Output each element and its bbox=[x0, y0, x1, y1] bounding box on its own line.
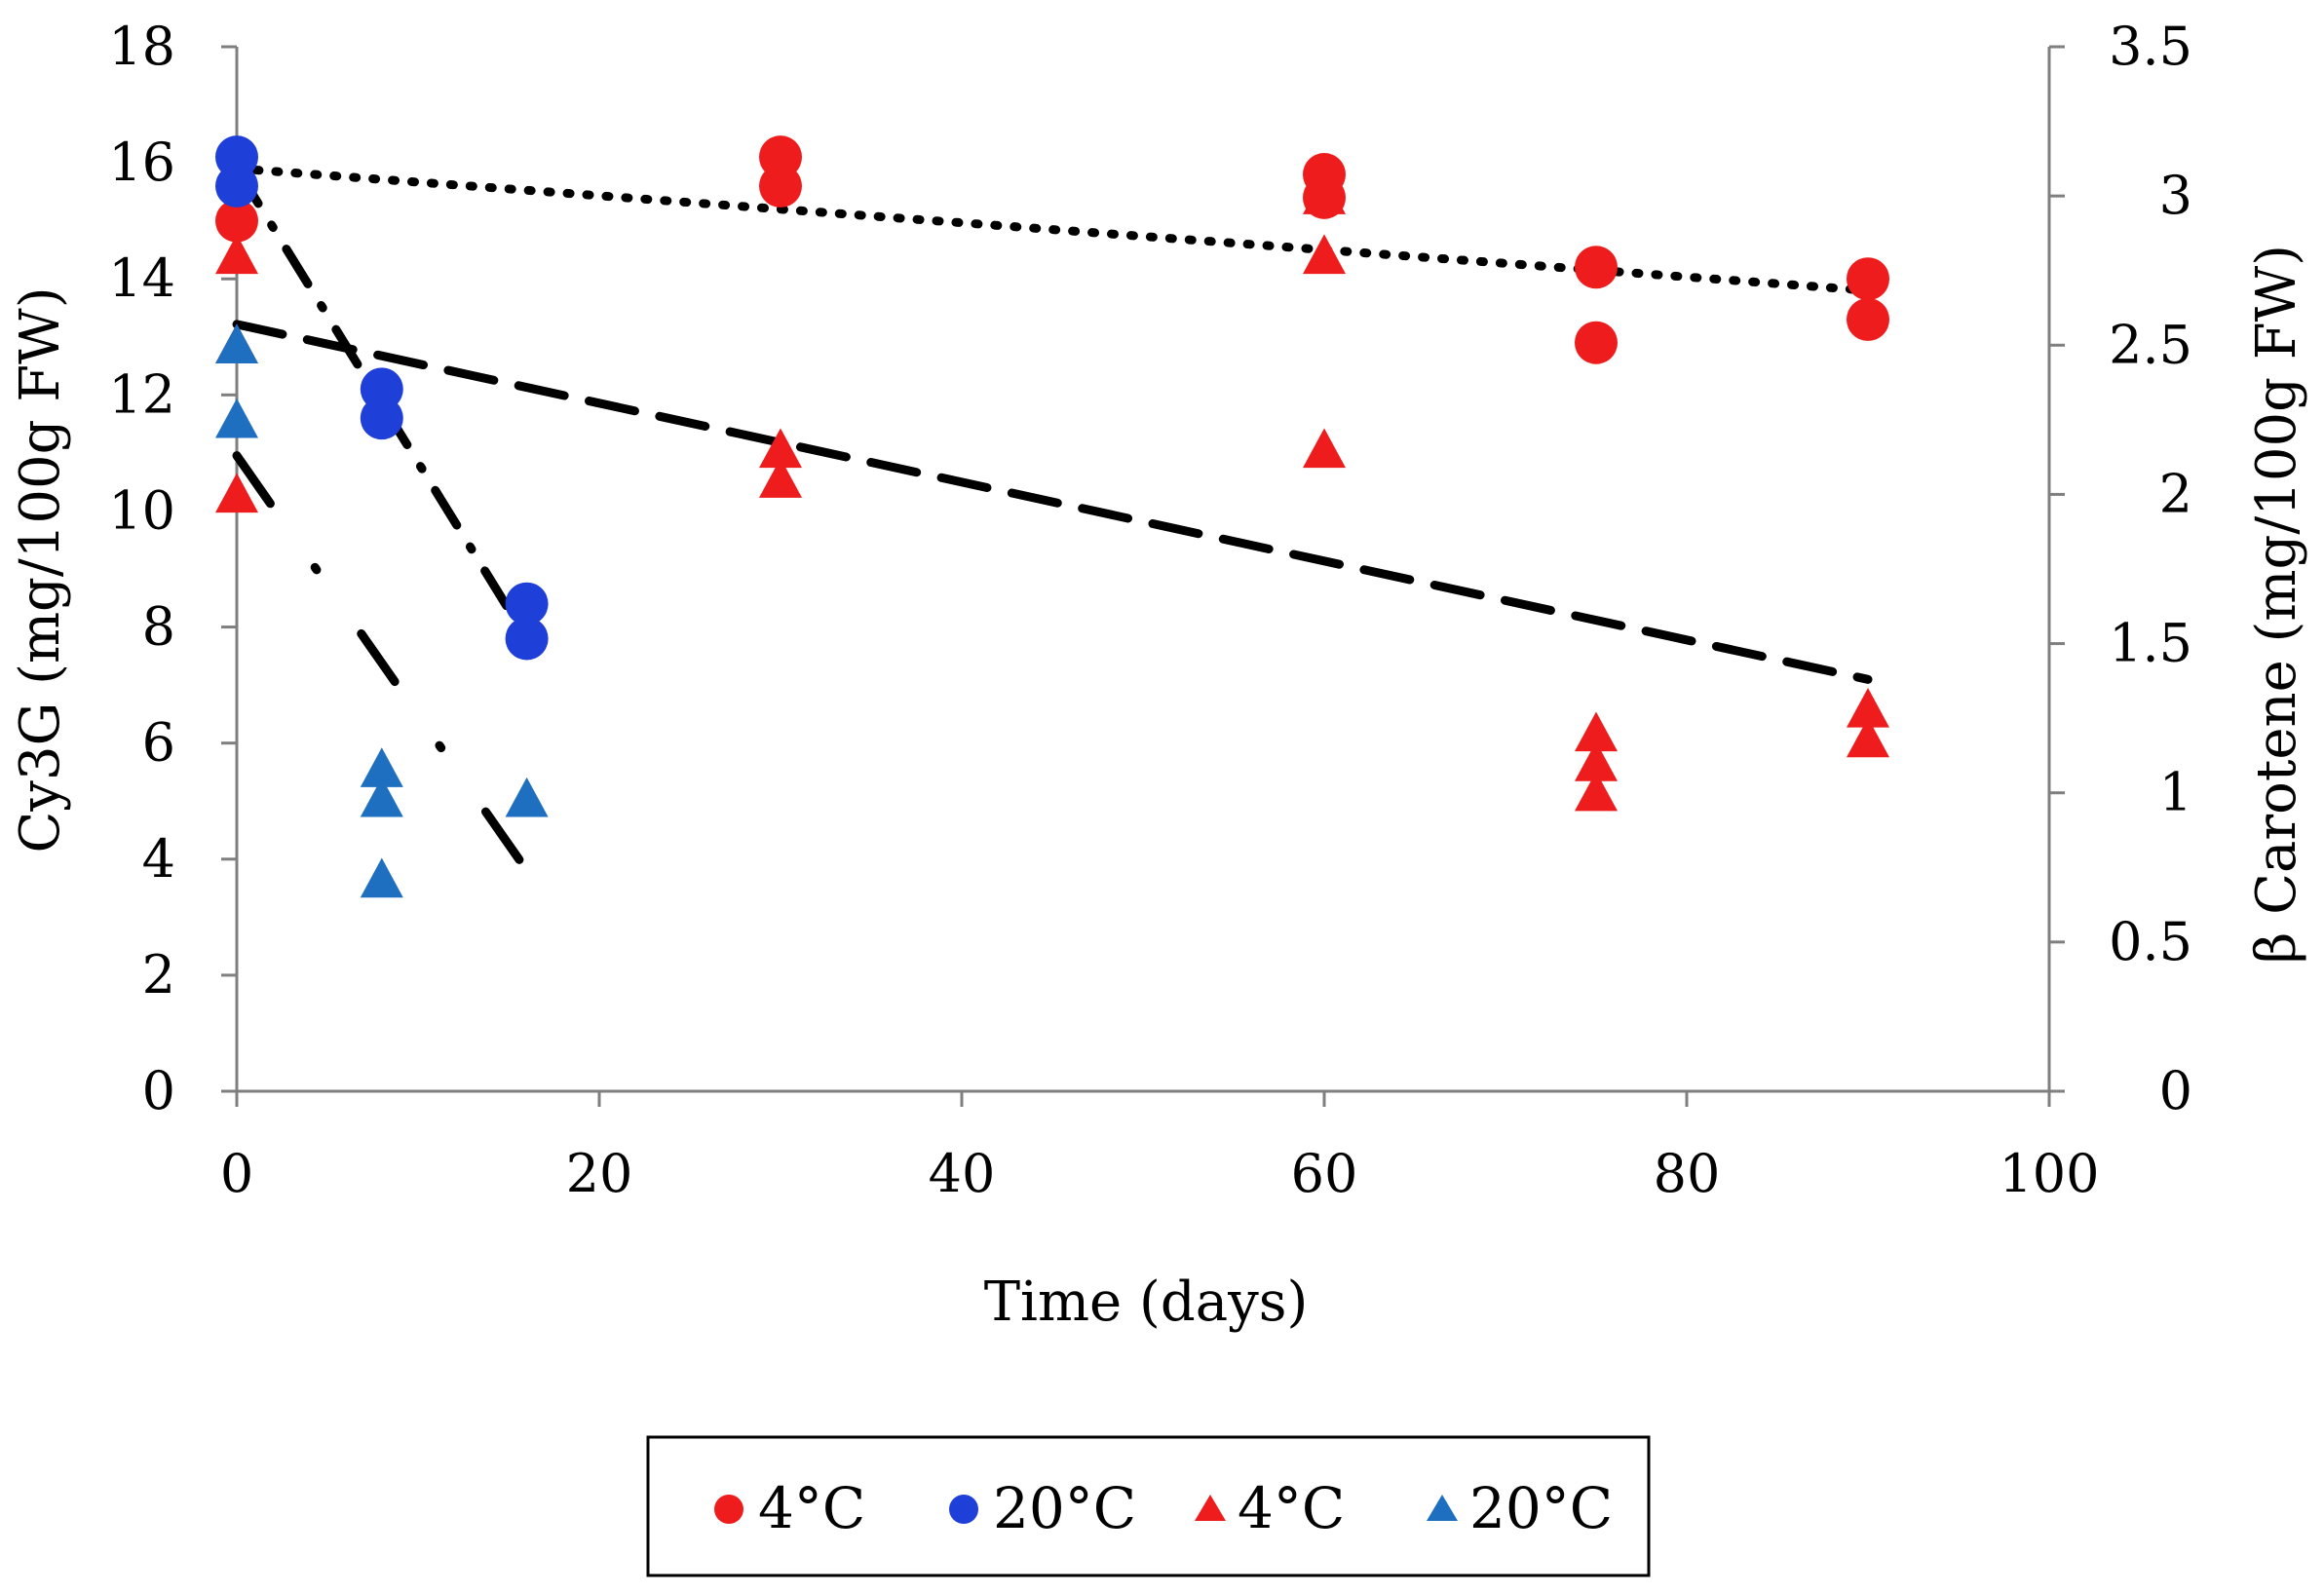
y-right-tick-label: 0 bbox=[2159, 1060, 2192, 1121]
point-circle-4-c bbox=[1847, 257, 1889, 301]
point-circle-20-c bbox=[505, 582, 549, 626]
trendlines bbox=[232, 164, 1873, 875]
legend-label-20c-triangle: 20°C bbox=[1469, 1475, 1613, 1541]
legend-label-4c-triangle: 4°C bbox=[1238, 1475, 1345, 1541]
y-left-tick-label: 18 bbox=[108, 16, 175, 77]
x-tick-label: 20 bbox=[566, 1143, 633, 1204]
axes bbox=[235, 47, 2051, 1093]
y-right-tick-label: 1.5 bbox=[2109, 613, 2192, 674]
data-points bbox=[215, 135, 1889, 898]
y-left-tick-label: 2 bbox=[142, 944, 175, 1005]
point-triangle-4-c bbox=[1575, 711, 1618, 752]
legend-marker-4c-triangle bbox=[1195, 1495, 1226, 1521]
point-triangle-20-c bbox=[215, 323, 258, 363]
point-triangle-4-c bbox=[1575, 771, 1618, 812]
y-left-tick-label: 4 bbox=[142, 828, 175, 890]
point-triangle-4-c bbox=[1303, 428, 1346, 469]
point-triangle-4-c bbox=[215, 234, 258, 275]
legend-marker-20c-circle bbox=[949, 1495, 978, 1524]
y-left-tick-label: 16 bbox=[108, 132, 175, 193]
point-circle-4-c bbox=[1575, 321, 1618, 364]
point-circle-4-c bbox=[759, 164, 802, 208]
point-triangle-4-c bbox=[1303, 234, 1346, 275]
y-right-tick-label: 2 bbox=[2159, 463, 2192, 524]
point-triangle-4-c bbox=[1303, 174, 1346, 214]
trendline-triangle-4-c bbox=[232, 320, 1873, 684]
point-circle-4-c bbox=[215, 199, 258, 243]
y-left-tick-label: 8 bbox=[142, 596, 175, 658]
y-left-tick-label: 6 bbox=[142, 712, 175, 774]
legend-label-20c-circle: 20°C bbox=[993, 1475, 1136, 1541]
point-triangle-4-c bbox=[759, 428, 802, 469]
x-tick-label: 100 bbox=[1999, 1143, 2099, 1204]
trendline-triangle-20-c bbox=[232, 451, 532, 875]
x-tick-label: 0 bbox=[220, 1143, 253, 1204]
legend-marker-20c-triangle bbox=[1427, 1495, 1458, 1521]
y-left-tick-label: 12 bbox=[108, 363, 175, 425]
x-tick-label: 80 bbox=[1654, 1143, 1721, 1204]
legend: 4°C 20°C 4°C 20°C bbox=[646, 1435, 1651, 1577]
point-triangle-4-c bbox=[1847, 687, 1889, 728]
point-triangle-4-c bbox=[1847, 717, 1889, 758]
point-triangle-20-c bbox=[360, 747, 403, 787]
point-triangle-4-c bbox=[1575, 741, 1618, 781]
y-right-tick-label: 3 bbox=[2159, 165, 2192, 226]
x-tick-label: 40 bbox=[929, 1143, 996, 1204]
point-circle-20-c bbox=[360, 397, 403, 440]
legend-box bbox=[646, 1435, 1651, 1577]
legend-marker-4c-circle bbox=[714, 1495, 743, 1524]
y-axis-left-title: Cy3G (mg/100g FW) bbox=[9, 286, 72, 853]
point-circle-20-c bbox=[215, 164, 258, 208]
point-circle-4-c bbox=[1847, 297, 1889, 341]
x-tick-label: 60 bbox=[1291, 1143, 1358, 1204]
y-left-tick-label: 0 bbox=[142, 1060, 175, 1121]
ticks: 0 20 40 60 80 100 0 2 4 6 8 10 12 14 16 18 0 0.5 1 1.5 2 2.5 3… bbox=[108, 16, 2192, 1204]
y-right-tick-label: 2.5 bbox=[2109, 314, 2192, 375]
point-circle-20-c bbox=[505, 617, 549, 661]
y-right-tick-label: 3.5 bbox=[2109, 16, 2192, 77]
point-triangle-20-c bbox=[505, 777, 549, 817]
trendline-circle-20-c bbox=[232, 164, 532, 643]
point-triangle-4-c bbox=[215, 473, 258, 513]
point-circle-4-c bbox=[1575, 246, 1618, 289]
y-right-tick-label: 0.5 bbox=[2109, 911, 2192, 972]
x-axis-title: Time (days) bbox=[984, 1271, 1309, 1334]
y-left-tick-label: 14 bbox=[108, 247, 175, 309]
point-triangle-20-c bbox=[360, 777, 403, 817]
legend-label-4c-circle: 4°C bbox=[758, 1475, 865, 1541]
y-right-tick-label: 1 bbox=[2159, 762, 2192, 823]
y-axis-right-title: β Carotene (mg/100g FW) bbox=[2245, 245, 2308, 964]
y-left-tick-label: 10 bbox=[108, 479, 175, 541]
point-triangle-20-c bbox=[360, 857, 403, 898]
point-triangle-20-c bbox=[215, 398, 258, 438]
trendline-circle-4-c bbox=[232, 164, 1873, 295]
point-triangle-4-c bbox=[759, 458, 802, 498]
